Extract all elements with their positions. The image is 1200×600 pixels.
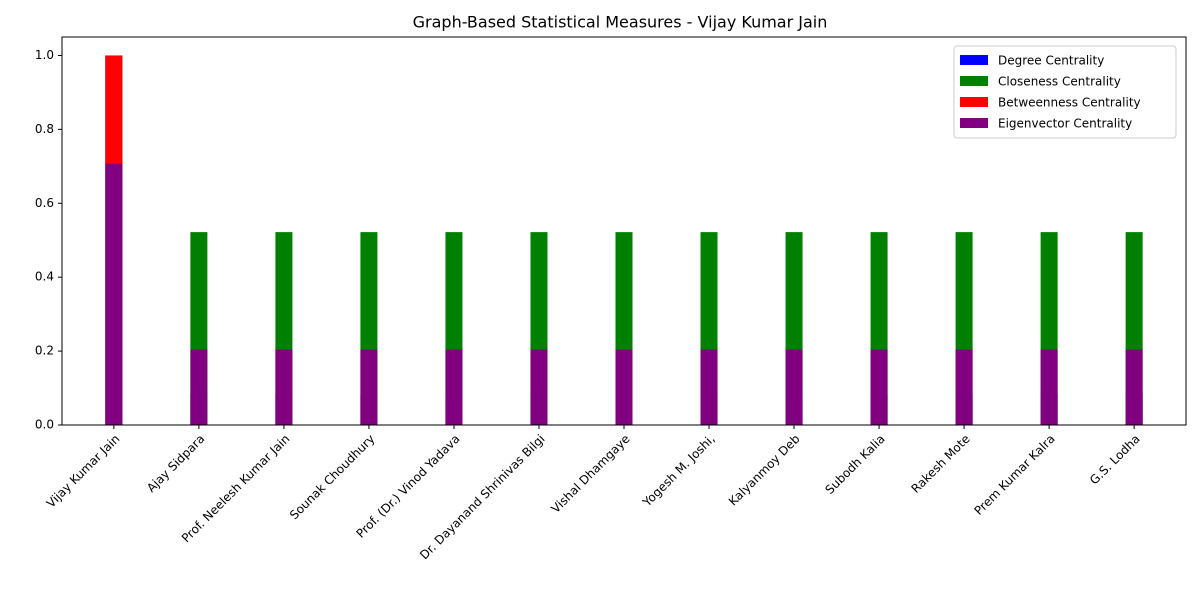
y-tick-label: 0.8 [35,122,54,136]
legend-label: Closeness Centrality [998,75,1121,89]
bar [700,349,718,425]
bar [105,163,123,425]
bar [1040,349,1058,425]
bar [785,349,803,425]
bar [445,349,463,425]
y-tick-label: 0.6 [35,196,54,210]
y-tick-label: 0.0 [35,418,54,432]
legend-swatch [960,76,988,86]
bar [1125,349,1143,425]
legend-label: Eigenvector Centrality [998,117,1132,131]
bar [955,349,973,425]
legend-swatch [960,97,988,107]
legend: Degree Centrality Closeness Centrality Bet… [953,45,1177,139]
y-tick-label: 0.4 [35,270,54,284]
plot-frame [61,36,1187,426]
bar [360,349,378,425]
y-tick-label: 0.2 [35,344,54,358]
chart-title: Graph-Based Statistical Measures - Vijay… [413,13,828,32]
y-tick-label: 1.0 [35,48,54,62]
legend-swatch [960,118,988,128]
legend-swatch [960,55,988,65]
bar [870,349,888,425]
bar [275,349,293,425]
legend-label: Degree Centrality [998,54,1104,68]
bar [530,349,548,425]
legend-box [953,45,1177,139]
bar [190,349,208,425]
legend-label: Betweenness Centrality [998,96,1141,110]
bar [615,349,633,425]
